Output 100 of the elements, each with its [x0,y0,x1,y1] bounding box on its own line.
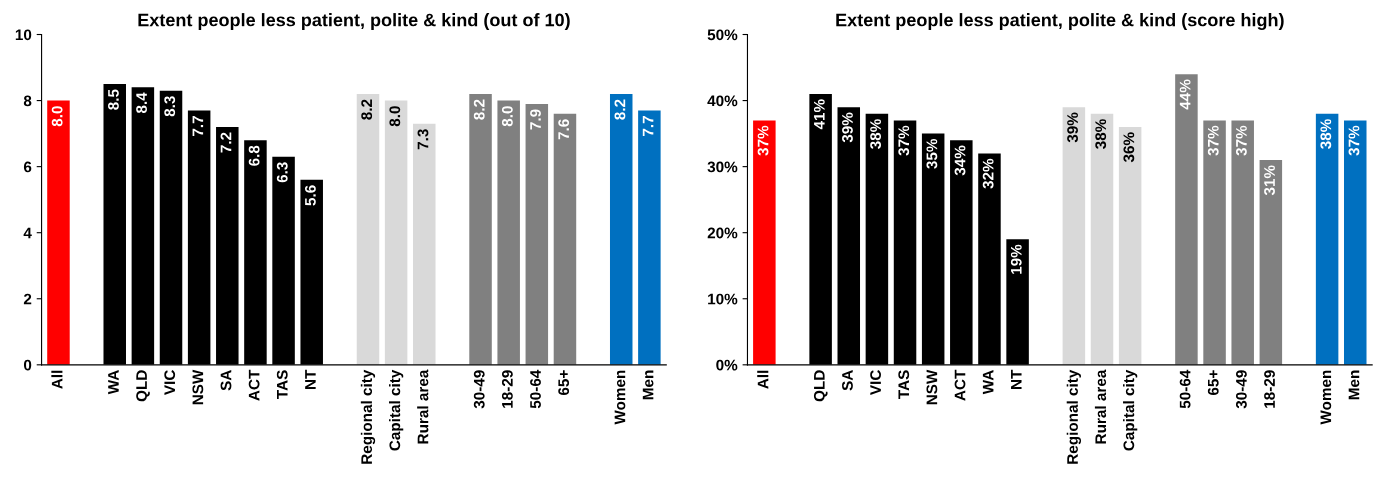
x-tick-label: 30-49 [1235,370,1247,409]
data-label: 19% [1010,244,1022,274]
x-tick-label: Men [1348,370,1360,400]
data-label: 8.0 [389,106,401,127]
bar [1344,120,1367,365]
y-tick-label: 6 [23,161,32,173]
chart-title: Extent people less patient, polite & kind (out of 10) [138,13,570,30]
x-tick-label: NT [305,369,316,390]
x-tick-label: NSW [926,369,938,405]
x-tick-label: 65+ [558,370,570,396]
bar [384,100,408,365]
data-label: 37% [1235,125,1247,156]
data-label: 8.5 [108,89,119,110]
x-tick-label: All [51,370,63,389]
x-tick-label: Rural area [1094,369,1107,444]
x-tick-label: Regional city [360,369,376,464]
data-label: 38% [1095,119,1107,149]
x-tick-label: WA [108,370,119,395]
y-tick-label: 30% [707,161,738,173]
x-tick-label: SA [220,370,232,391]
data-label: 39% [842,112,853,143]
x-tick-label: 30-49 [473,370,485,409]
x-tick-label: SA [842,370,853,391]
data-label: 31% [1264,165,1275,196]
x-tick-label: TAS [898,370,910,399]
x-tick-label: Capital city [389,369,404,451]
x-tick-label: Capital city [1123,369,1138,451]
x-tick-label: TAS [276,370,288,399]
x-tick-label: 50-64 [1179,369,1191,409]
data-label: 8.0 [51,106,63,127]
bar [1259,160,1283,365]
x-tick-label: QLD [136,370,150,402]
bar [1231,120,1254,365]
y-tick-label: 10 [15,29,32,41]
x-tick-label: VIC [164,370,176,396]
y-tick-label: 2 [23,293,32,305]
x-tick-label: NSW [192,369,204,405]
x-tick-label: 18-29 [501,370,513,408]
bar [497,100,520,365]
x-tick-label: Regional city [1066,369,1082,464]
x-tick-label: Rural area [417,369,429,444]
x-tick-label: All [757,370,769,389]
y-tick-label: 4 [23,227,32,239]
data-label: 32% [982,158,994,189]
data-label: 7.9 [530,109,541,130]
x-tick-label: ACT [954,369,966,401]
bar [553,113,577,365]
data-label: 41% [813,99,825,130]
y-tick-label: 50% [707,29,738,41]
x-tick-label: NT [1011,369,1022,390]
data-label: 7.3 [417,129,429,150]
bar [1118,127,1142,365]
y-tick-label: 0 [23,359,32,371]
bar [356,93,380,365]
data-label: 37% [1348,125,1360,156]
data-label: 8.3 [164,96,176,117]
y-tick-label: 20% [707,227,738,239]
bar [1175,74,1198,365]
data-label: 5.6 [304,185,316,206]
data-label: 38% [870,119,882,149]
bar [1315,113,1339,365]
data-label: 37% [757,125,769,156]
data-label: 7.7 [192,116,204,137]
y-tick-label: 0% [716,359,738,371]
x-tick-label: Men [642,370,654,400]
x-tick-label: WA [982,370,994,395]
data-label: 7.6 [558,119,570,140]
data-label: 36% [1123,132,1135,163]
x-tick-label: 65+ [1207,370,1219,396]
x-tick-label: Women [614,370,626,425]
y-tick-label: 10% [708,293,738,305]
bar [1062,107,1086,365]
bar [413,123,436,365]
y-tick-label: 8 [23,95,32,107]
data-label: 7.7 [642,116,654,137]
data-label: 8.2 [614,99,626,120]
bar [609,93,633,365]
chart-title: Extent people less patient, polite & kind (score high) [836,13,1284,30]
bar [47,100,70,365]
x-tick-label: ACT [248,369,260,401]
x-tick-label: 18-29 [1264,370,1275,408]
data-label: 6.8 [248,145,260,166]
data-label: 44% [1179,79,1191,110]
data-label: 8.2 [361,99,373,120]
bar [1203,120,1226,365]
data-label: 35% [926,138,938,169]
bar [638,110,661,365]
data-label: 37% [898,125,910,156]
y-tick-label: 40% [707,95,738,107]
bar [753,120,776,365]
data-label: 7.2 [220,132,232,153]
data-label: 8.2 [473,99,485,120]
bar [469,93,492,365]
data-label: 38% [1320,119,1332,149]
x-tick-label: VIC [870,370,881,396]
bar [525,103,549,365]
data-label: 8.0 [501,106,513,127]
data-label: 6.3 [276,162,288,183]
data-label: 37% [1207,125,1219,156]
data-label: 8.4 [136,92,147,114]
